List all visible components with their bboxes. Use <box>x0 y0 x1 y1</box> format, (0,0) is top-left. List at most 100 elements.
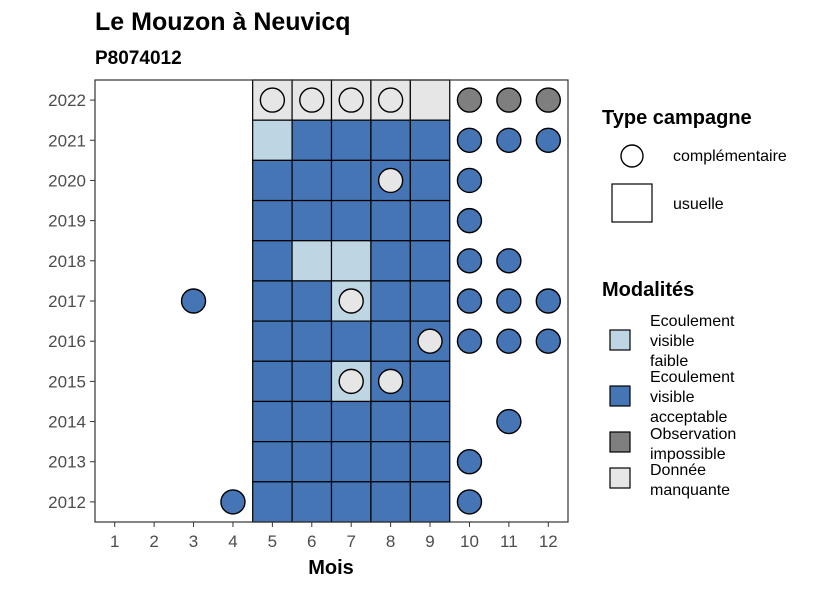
x-tick-label: 8 <box>386 532 395 551</box>
cell-usuelle <box>409 360 451 403</box>
usual-cells-layer <box>252 79 451 523</box>
legend-modalite-label: Donnée <box>650 462 706 479</box>
cell-usuelle <box>409 481 451 523</box>
y-tick-label: 2013 <box>48 453 86 472</box>
cell-usuelle <box>409 159 451 202</box>
cell-usuelle <box>330 320 372 362</box>
x-axis-title: Mois <box>308 557 354 579</box>
cell-usuelle <box>252 400 293 443</box>
complementary-points-layer <box>180 87 561 515</box>
cell-usuelle <box>370 280 411 322</box>
point-complementaire <box>220 489 246 515</box>
legend-modalite-label: visible <box>650 333 695 350</box>
cell-usuelle <box>252 280 293 322</box>
x-axis: 1 2 3 4 5 6 7 8 9 10 11 12 <box>110 522 558 551</box>
y-tick-label: 2015 <box>48 372 86 391</box>
cell-usuelle <box>291 320 333 362</box>
cell-usuelle <box>370 240 411 282</box>
point-complementaire <box>496 248 522 274</box>
x-tick-label: 1 <box>110 532 119 551</box>
legend-circle-key <box>620 144 644 168</box>
point-complementaire <box>377 368 404 395</box>
point-complementaire <box>259 87 286 113</box>
legend-modalite-key <box>609 329 631 351</box>
legend-modalite-label: visible <box>650 389 695 406</box>
y-tick-label: 2020 <box>48 171 86 190</box>
cell-usuelle <box>409 441 451 483</box>
y-tick-label: 2017 <box>48 292 86 311</box>
legend-type-label: complémentaire <box>673 148 787 165</box>
legend-modalite-label: manquante <box>650 482 730 499</box>
x-tick-label: 2 <box>149 532 158 551</box>
cell-usuelle <box>291 441 333 483</box>
cell-usuelle <box>370 400 411 443</box>
legend-square-key <box>611 183 653 223</box>
cell-usuelle <box>291 119 333 161</box>
cell-usuelle <box>330 441 372 483</box>
cell-usuelle <box>330 119 372 161</box>
cell-usuelle <box>330 159 372 202</box>
point-complementaire <box>456 127 483 153</box>
legend: Type campagne complémentaire usuelle Modali… <box>602 107 787 499</box>
x-tick-label: 3 <box>189 532 198 551</box>
cell-usuelle <box>370 320 411 362</box>
point-complementaire <box>456 248 483 274</box>
legend-modalite-label: Observation <box>650 426 736 443</box>
cell-usuelle <box>330 481 372 523</box>
cell-usuelle <box>409 119 451 161</box>
cell-usuelle <box>409 79 451 121</box>
x-tick-label: 9 <box>425 532 434 551</box>
legend-modalite-label: faible <box>650 353 688 370</box>
point-complementaire <box>456 207 483 234</box>
point-complementaire <box>535 87 561 113</box>
cell-usuelle <box>291 400 333 443</box>
legend-type-label: usuelle <box>673 196 724 213</box>
cell-usuelle <box>409 199 451 242</box>
cell-usuelle <box>370 199 411 242</box>
point-complementaire <box>338 368 364 395</box>
cell-usuelle <box>330 400 372 443</box>
cell-usuelle <box>291 159 333 202</box>
legend-modalite-key <box>609 467 631 489</box>
x-tick-label: 6 <box>307 532 316 551</box>
point-complementaire <box>496 87 522 113</box>
point-complementaire <box>535 328 561 354</box>
point-complementaire <box>535 127 561 153</box>
x-tick-label: 12 <box>539 532 558 551</box>
cell-usuelle <box>409 280 451 322</box>
point-complementaire <box>496 127 522 153</box>
x-tick-label: 5 <box>268 532 277 551</box>
legend-modalite-key <box>609 385 631 407</box>
cell-usuelle <box>370 441 411 483</box>
cell-usuelle <box>291 240 333 282</box>
point-complementaire <box>496 328 522 354</box>
y-tick-label: 2019 <box>48 212 86 231</box>
point-complementaire <box>456 489 483 515</box>
point-complementaire <box>338 288 364 314</box>
x-tick-label: 4 <box>228 532 237 551</box>
legend-type-title: Type campagne <box>602 107 752 129</box>
point-complementaire <box>535 288 561 314</box>
legend-modalite-label: Ecoulement <box>650 313 735 330</box>
cell-usuelle <box>252 159 293 202</box>
cell-usuelle <box>252 119 293 161</box>
legend-modalites-title: Modalités <box>602 279 694 301</box>
x-tick-label: 11 <box>500 532 518 551</box>
x-tick-label: 10 <box>460 532 479 551</box>
cell-usuelle <box>252 199 293 242</box>
y-tick-label: 2012 <box>48 493 86 512</box>
cell-usuelle <box>252 320 293 362</box>
x-tick-label: 7 <box>346 532 355 551</box>
point-complementaire <box>377 167 404 194</box>
y-tick-label: 2021 <box>48 131 86 150</box>
point-complementaire <box>299 87 325 113</box>
point-complementaire <box>180 288 207 314</box>
cell-usuelle <box>409 240 451 282</box>
point-complementaire <box>456 449 483 475</box>
cell-usuelle <box>370 481 411 523</box>
cell-usuelle <box>252 360 293 403</box>
legend-modalite-label: impossible <box>650 446 726 463</box>
y-tick-label: 2022 <box>48 91 86 110</box>
legend-modalite-label: Ecoulement <box>650 369 735 386</box>
